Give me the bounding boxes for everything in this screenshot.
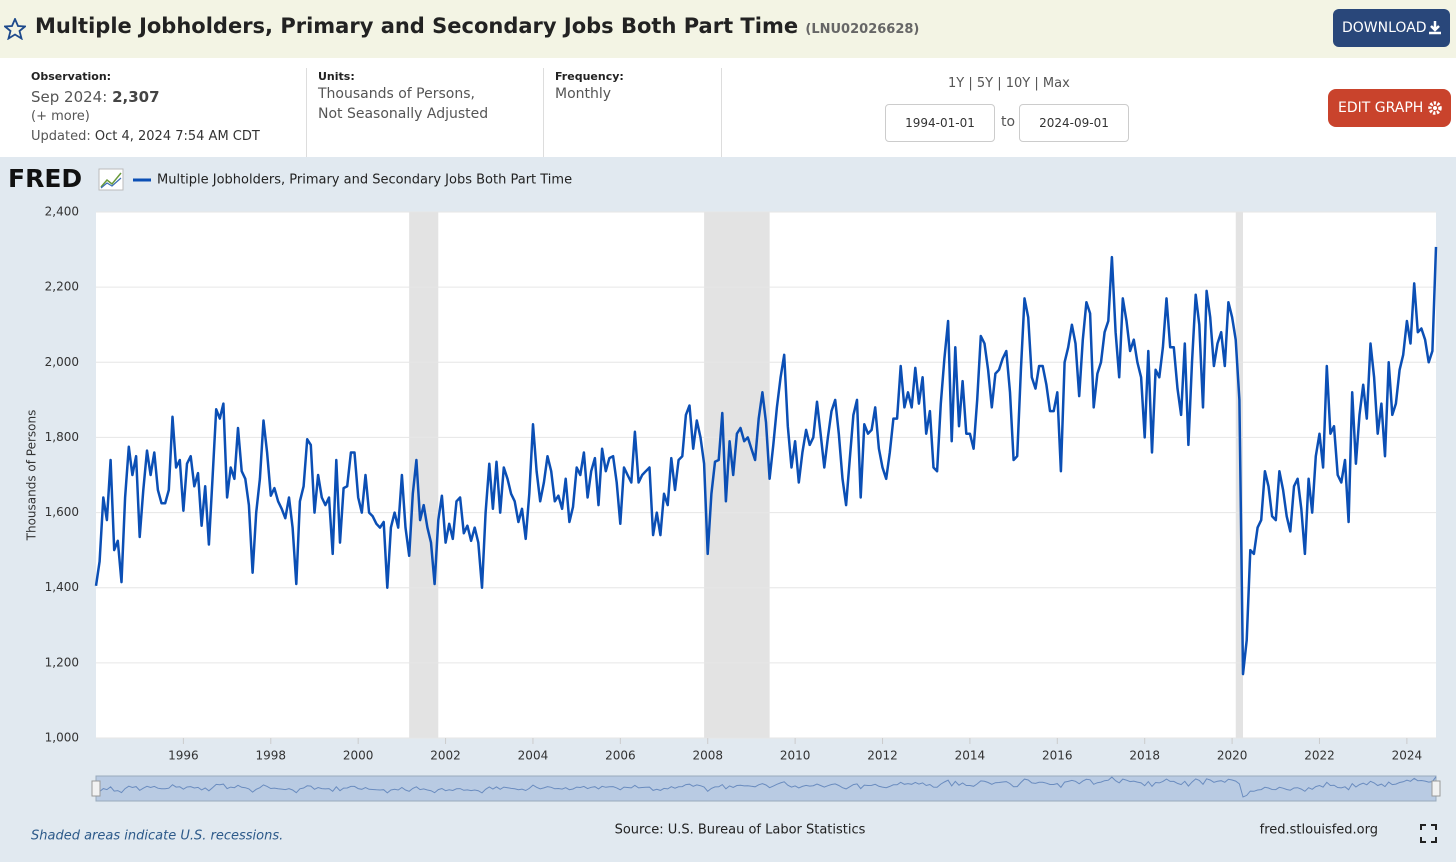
range-separator: | [964, 76, 977, 91]
range-button[interactable]: Max [1042, 76, 1070, 91]
download-label: DOWNLOAD [1342, 20, 1427, 36]
info-panel: Observation: Sep 2024: 2,307 (+ more) Up… [0, 58, 1456, 157]
y-tick-label: 1,400 [45, 580, 79, 594]
frequency-label: Frequency: [555, 70, 624, 83]
range-separator: | [1030, 76, 1043, 91]
units-label: Units: [318, 70, 355, 83]
x-tick-label: 2014 [955, 749, 986, 763]
series-line [94, 246, 1438, 676]
x-tick-label: 2016 [1042, 749, 1073, 763]
observation-date: Sep 2024: [31, 88, 108, 106]
y-tick-label: 1,000 [45, 731, 79, 745]
units-value: Thousands of Persons, [318, 86, 475, 102]
download-icon [1429, 21, 1441, 35]
x-tick-label: 2000 [343, 749, 374, 763]
navigator-line [95, 776, 1437, 798]
x-tick-label: 2022 [1304, 749, 1335, 763]
x-tick-label: 2020 [1217, 749, 1248, 763]
range-button[interactable]: 5Y [976, 76, 994, 91]
to-label: to [1001, 114, 1016, 130]
x-tick-label: 2006 [605, 749, 636, 763]
fred-logo: FRED [8, 164, 82, 193]
y-tick-label: 2,000 [45, 355, 79, 369]
start-date-input[interactable]: 1994-01-01 [885, 104, 995, 142]
x-tick-label: 2024 [1392, 749, 1423, 763]
y-axis-title: Thousands of Persons [25, 410, 39, 542]
fullscreen-icon[interactable] [1420, 824, 1437, 843]
x-tick-label: 2004 [518, 749, 549, 763]
updated-value: Oct 4, 2024 7:54 AM CDT [94, 129, 260, 144]
end-date-input[interactable]: 2024-09-01 [1019, 104, 1129, 142]
source-note: Source: U.S. Bureau of Labor Statistics [615, 823, 866, 838]
units-value: Not Seasonally Adjusted [318, 106, 489, 122]
x-tick-label: 1996 [168, 749, 199, 763]
y-tick-label: 1,800 [45, 430, 79, 444]
x-tick-label: 1998 [256, 749, 287, 763]
download-button[interactable]: DOWNLOAD [1333, 9, 1450, 47]
y-tick-label: 2,200 [45, 280, 79, 294]
observation-value: 2,307 [112, 88, 160, 106]
separator [721, 68, 722, 157]
y-tick-label: 1,600 [45, 505, 79, 519]
more-link[interactable]: (+ more) [31, 109, 90, 124]
navigator[interactable] [95, 775, 1437, 802]
frequency-value: Monthly [555, 86, 612, 102]
star-icon[interactable] [4, 18, 26, 40]
x-tick-label: 2002 [430, 749, 461, 763]
range-button[interactable]: 10Y [1005, 76, 1031, 91]
edit-graph-button[interactable]: EDIT GRAPH [1328, 89, 1451, 127]
series-id: (LNU02026628) [805, 22, 920, 37]
y-tick-label: 2,400 [45, 205, 79, 219]
separator [543, 68, 544, 157]
title-bar: Multiple Jobholders, Primary and Seconda… [0, 0, 1456, 58]
y-tick-label: 1,200 [45, 655, 79, 669]
title-text: Multiple Jobholders, Primary and Seconda… [35, 14, 799, 38]
edit-label: EDIT GRAPH [1338, 100, 1424, 116]
range-separator: | [993, 76, 1006, 91]
x-tick-label: 2018 [1129, 749, 1160, 763]
updated-label: Updated: [31, 129, 91, 144]
range-button[interactable]: 1Y [948, 76, 965, 91]
recession-note: Shaded areas indicate U.S. recessions. [31, 829, 283, 844]
series-title: Multiple Jobholders, Primary and Seconda… [35, 14, 919, 38]
range-buttons: 1Y | 5Y | 10Y | Max [948, 76, 1070, 91]
chart: FRED Thousands of Persons Shaded areas i… [8, 164, 1441, 844]
separator [306, 68, 307, 157]
x-tick-label: 2010 [780, 749, 811, 763]
recession-band [704, 212, 770, 738]
navigator-handle[interactable] [91, 780, 101, 797]
gear-icon [1428, 101, 1442, 115]
logo-icon [98, 168, 124, 191]
x-tick-label: 2008 [692, 749, 723, 763]
x-tick-label: 2012 [867, 749, 898, 763]
recession-band [409, 212, 439, 738]
site-url: fred.stlouisfed.org [1260, 823, 1378, 838]
navigator-handle[interactable] [1431, 780, 1441, 797]
legend-label: Multiple Jobholders, Primary and Seconda… [157, 173, 572, 188]
observation-label: Observation: [31, 70, 112, 83]
